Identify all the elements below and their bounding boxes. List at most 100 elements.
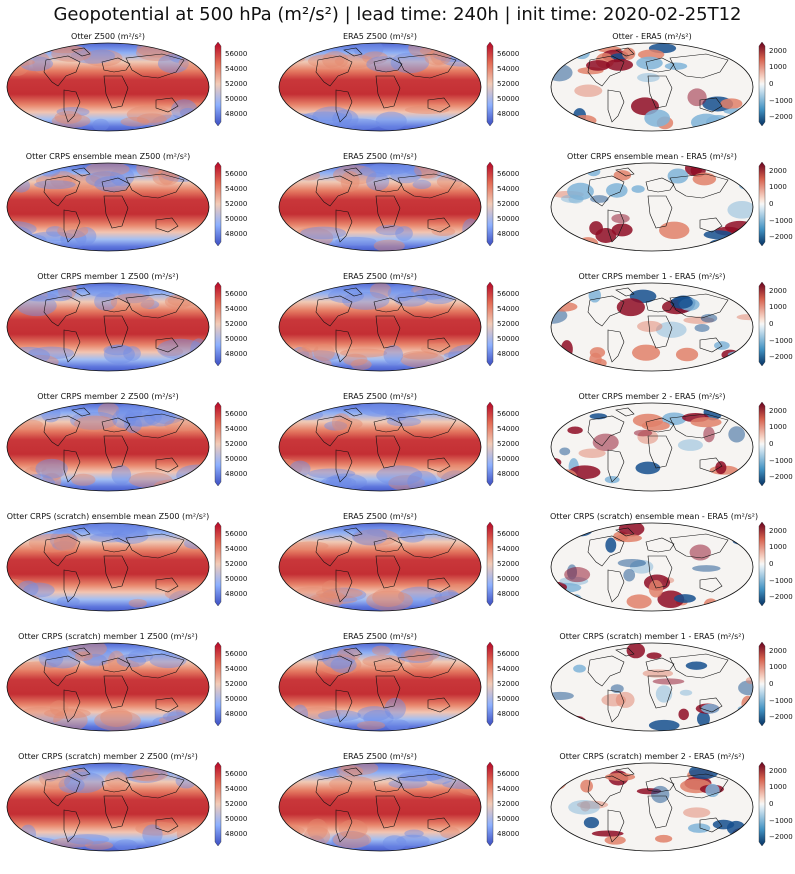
coastline	[335, 689, 353, 723]
difference-colorbar	[758, 402, 766, 486]
coastline	[63, 209, 81, 243]
z500-difference-map	[550, 42, 754, 132]
coastline	[155, 697, 179, 713]
panel-title: ERA5 Z500 (m²/s²)	[343, 632, 417, 641]
z500-field-map	[278, 522, 482, 612]
coastline	[615, 407, 635, 417]
coastline	[71, 767, 91, 777]
coastline	[427, 217, 451, 233]
colorbar-tick-label: 54000	[497, 184, 520, 193]
z500-difference-panel: Otter CRPS member 2 - ERA5 (m²/s²) 2000 10…	[550, 392, 795, 498]
colorbar-tick-label: 2000	[769, 166, 787, 175]
colorbar-tick-label: 48000	[497, 830, 520, 839]
coastline	[343, 47, 363, 57]
coastline	[103, 795, 129, 829]
colorbar-tick-label: 56000	[225, 769, 248, 778]
coastline	[607, 689, 625, 723]
panel-title: Otter CRPS member 1 - ERA5 (m²/s²)	[578, 272, 726, 281]
colorbar-tick-label: 0	[769, 200, 774, 208]
coastline	[71, 47, 91, 57]
coastline	[101, 57, 131, 73]
coastline	[669, 53, 729, 79]
colorbar-tick-label: 56000	[497, 529, 520, 538]
coastline	[373, 297, 403, 313]
panel-title: Otter CRPS (scratch) ensemble mean Z500 …	[6, 512, 210, 521]
z500-field-map	[278, 762, 482, 852]
z500-difference-panel: Otter CRPS ensemble mean - ERA5 (m²/s²) 2…	[550, 152, 795, 258]
coastline	[607, 209, 625, 243]
colorbar-tick-label: 56000	[497, 49, 520, 58]
colorbar-tick-label: −1000	[769, 96, 793, 105]
colorbar-tick-label: 56000	[225, 649, 248, 658]
z500-difference-panel: Otter CRPS (scratch) member 1 - ERA5 (m²…	[550, 632, 795, 738]
panel-title: ERA5 Z500 (m²/s²)	[343, 32, 417, 41]
colorbar-tick-label: −2000	[769, 593, 793, 602]
colorbar-tick-label: 52000	[225, 800, 248, 808]
coastline	[315, 535, 353, 567]
coastline	[397, 413, 457, 439]
coastline	[587, 55, 625, 87]
colorbar-tick-label: 48000	[225, 230, 248, 239]
z500-map-panel: Otter CRPS member 2 Z500 (m²/s²) 56000 540…	[6, 392, 262, 498]
coastline	[397, 653, 457, 679]
coastline	[125, 293, 185, 319]
coastline	[669, 773, 729, 799]
coastline	[645, 537, 675, 553]
field-colorbar	[214, 402, 222, 486]
coastline	[373, 657, 403, 673]
colorbar-tick-label: −1000	[769, 216, 793, 225]
coastline	[43, 295, 81, 327]
colorbar-tick-label: 54000	[497, 64, 520, 73]
panel-title: ERA5 Z500 (m²/s²)	[343, 272, 417, 281]
colorbar-tick-label: 2000	[769, 526, 787, 535]
coastline	[43, 415, 81, 447]
coastline	[155, 577, 179, 593]
z500-field-map	[6, 162, 210, 252]
field-colorbar	[214, 282, 222, 366]
coastline	[125, 53, 185, 79]
coastline	[335, 209, 353, 243]
colorbar-tick-label: 54000	[497, 784, 520, 793]
coastline	[63, 689, 81, 723]
z500-difference-panel: Otter CRPS member 1 - ERA5 (m²/s²) 2000 10…	[550, 272, 795, 378]
z500-map-panel: Otter CRPS (scratch) ensemble mean Z500 …	[6, 512, 262, 618]
difference-colorbar	[758, 42, 766, 126]
coastline	[103, 315, 129, 349]
coastline	[427, 337, 451, 353]
colorbar-tick-label: 50000	[497, 455, 520, 464]
colorbar-tick-label: −2000	[769, 353, 793, 362]
coastline	[607, 329, 625, 363]
difference-colorbar	[758, 522, 766, 606]
coastline	[699, 97, 723, 113]
colorbar-tick-label: 50000	[497, 815, 520, 824]
field-colorbar	[486, 642, 494, 726]
colorbar-tick-label: −2000	[769, 113, 793, 122]
coastline	[343, 767, 363, 777]
coastline	[315, 655, 353, 687]
colorbar-tick-label: 54000	[225, 424, 248, 433]
z500-difference-map	[550, 282, 754, 372]
panel-title: ERA5 Z500 (m²/s²)	[343, 392, 417, 401]
panel-title: ERA5 Z500 (m²/s²)	[343, 152, 417, 161]
z500-difference-panel: Otter CRPS (scratch) ensemble mean - ERA…	[550, 512, 795, 618]
coastline	[375, 75, 401, 109]
coastline	[103, 435, 129, 469]
coastline	[373, 177, 403, 193]
coastline	[669, 533, 729, 559]
coastline	[335, 809, 353, 843]
coastline	[427, 817, 451, 833]
z500-field-map	[6, 642, 210, 732]
colorbar-tick-label: 56000	[225, 169, 248, 178]
colorbar-tick-label: −1000	[769, 456, 793, 465]
colorbar-tick-label: 50000	[225, 695, 248, 704]
colorbar-tick-label: 48000	[225, 110, 248, 119]
colorbar-tick-label: 50000	[225, 815, 248, 824]
z500-map-panel: Otter CRPS member 1 Z500 (m²/s²) 56000 540…	[6, 272, 262, 378]
colorbar-tick-label: −1000	[769, 696, 793, 705]
coastline	[101, 297, 131, 313]
coastline	[699, 577, 723, 593]
coastline	[315, 175, 353, 207]
colorbar-tick-label: 50000	[225, 95, 248, 104]
coastline	[155, 337, 179, 353]
colorbar-tick-label: 50000	[497, 335, 520, 344]
